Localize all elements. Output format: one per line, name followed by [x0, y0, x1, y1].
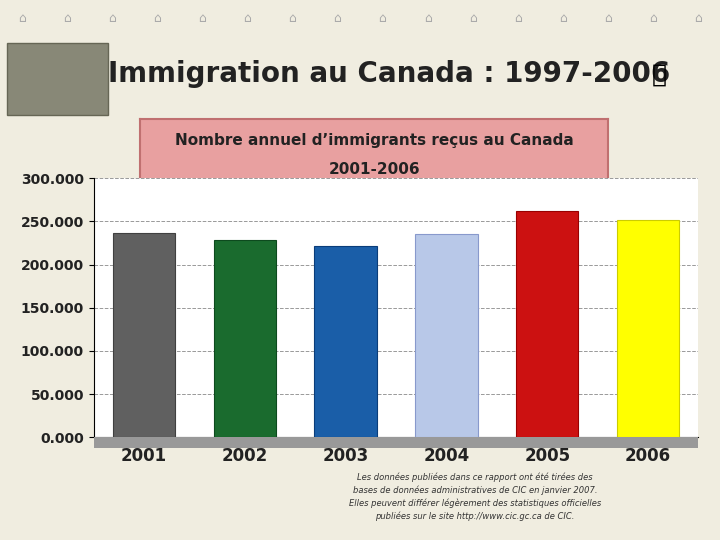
Bar	[617, 220, 679, 437]
Bar	[415, 234, 477, 437]
Text: ⌂: ⌂	[514, 12, 522, 25]
Bar	[113, 233, 175, 437]
Text: ⌂: ⌂	[559, 12, 567, 25]
Bar	[315, 246, 377, 437]
Text: 2001-2006: 2001-2006	[328, 162, 420, 177]
Text: 🍁: 🍁	[652, 62, 666, 86]
Text: ⌂: ⌂	[63, 12, 71, 25]
Text: ⌂: ⌂	[18, 12, 25, 25]
Text: ⌂: ⌂	[153, 12, 161, 25]
Bar	[516, 211, 578, 437]
Text: Les données publiées dans ce rapport ont été tirées des
bases de données adminis: Les données publiées dans ce rapport ont…	[349, 472, 601, 522]
Text: ⌂: ⌂	[243, 12, 251, 25]
Text: ⌂: ⌂	[424, 12, 431, 25]
Text: ⌂: ⌂	[649, 12, 657, 25]
FancyBboxPatch shape	[612, 43, 706, 115]
Text: ⌂: ⌂	[604, 12, 612, 25]
Text: ⌂: ⌂	[695, 12, 702, 25]
Bar	[94, 436, 698, 448]
Bar	[214, 240, 276, 437]
Text: ⌂: ⌂	[289, 12, 296, 25]
FancyBboxPatch shape	[7, 43, 108, 115]
Text: ⌂: ⌂	[108, 12, 116, 25]
Text: ⌂: ⌂	[198, 12, 206, 25]
Text: ⌂: ⌂	[333, 12, 341, 25]
Text: ⌂: ⌂	[469, 12, 477, 25]
Text: Immigration au Canada : 1997-2006: Immigration au Canada : 1997-2006	[108, 60, 670, 88]
Text: Nombre annuel d’immigrants reçus au Canada: Nombre annuel d’immigrants reçus au Cana…	[175, 133, 574, 148]
Text: ⌂: ⌂	[379, 12, 387, 25]
